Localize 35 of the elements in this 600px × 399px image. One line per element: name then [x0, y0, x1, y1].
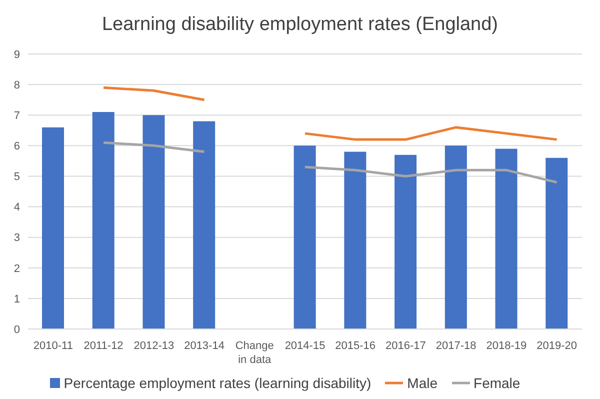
x-tick-label: Change in data — [235, 340, 274, 366]
y-tick-label: 3 — [14, 232, 20, 244]
y-tick-label: 5 — [14, 171, 20, 184]
x-tick-label: 2013-14 — [184, 340, 224, 352]
bar — [92, 112, 114, 329]
legend-label: Female — [474, 375, 520, 391]
y-tick-label: 7 — [14, 110, 20, 122]
y-tick-label: 1 — [14, 293, 20, 306]
legend-label: Percentage employment rates (learning disability) — [64, 375, 372, 391]
x-tick-label: 2016-17 — [386, 340, 426, 352]
y-tick-label: 2 — [14, 262, 20, 275]
x-tick-label: 2011-12 — [84, 340, 124, 352]
x-tick-label: 2019-20 — [536, 340, 578, 352]
x-tick-label: 2012-13 — [134, 340, 174, 352]
bar — [142, 115, 165, 329]
x-tick-label: 2014-15 — [284, 340, 326, 352]
bar — [42, 127, 64, 329]
y-tick-label: 0 — [14, 324, 20, 336]
bar — [546, 158, 568, 329]
x-tick-label: 2017-18 — [436, 340, 476, 352]
y-tick-label: 8 — [14, 79, 20, 92]
bar — [495, 148, 518, 329]
bar — [394, 154, 417, 329]
x-tick-label: 2010-11 — [33, 340, 73, 352]
bar — [444, 146, 467, 329]
x-tick-label: 2015-16 — [335, 340, 376, 352]
x-tick-label: 2018-19 — [486, 340, 527, 352]
legend-label: Male — [407, 375, 438, 391]
y-tick-label: 4 — [14, 202, 20, 214]
bar — [344, 152, 366, 329]
bar — [294, 146, 316, 329]
bar — [193, 121, 216, 329]
y-tick-label: 6 — [14, 140, 20, 153]
y-tick-label: 9 — [14, 48, 20, 61]
chart-title: Learning disability employment rates (England) — [100, 13, 500, 37]
